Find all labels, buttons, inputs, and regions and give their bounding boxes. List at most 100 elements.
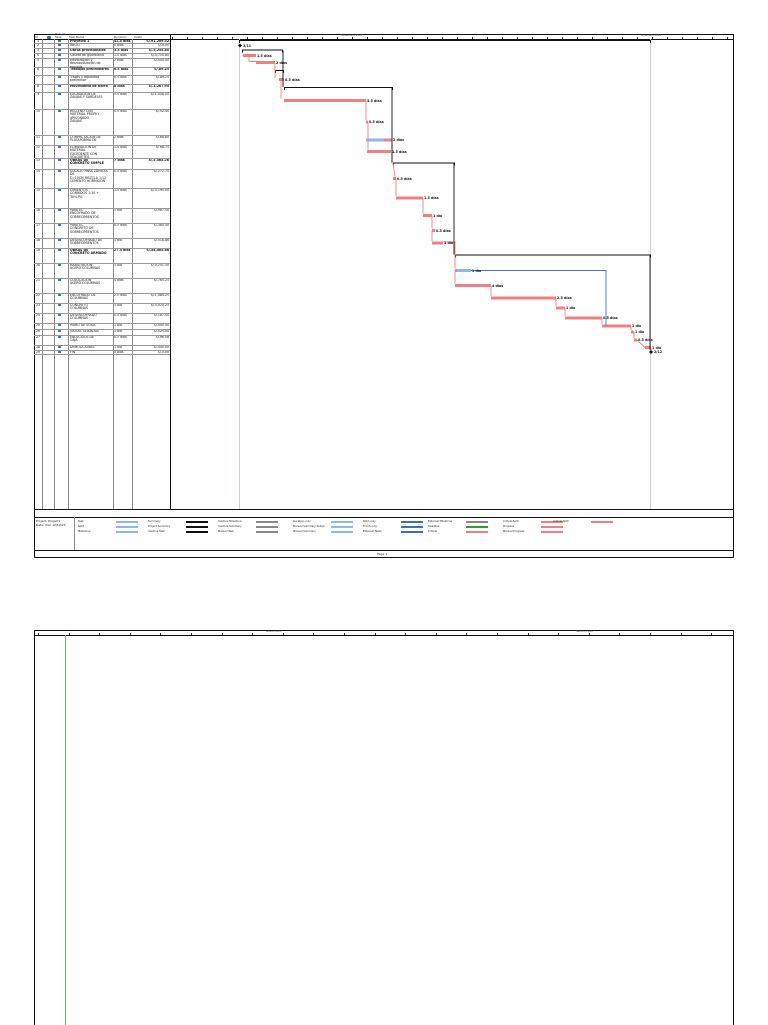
footer-date: Date: mar 12/12/23 (36, 523, 66, 527)
milestone-diamond (238, 44, 242, 48)
legend-swatch (331, 531, 353, 533)
timescale-major-label: enero 2019 (266, 630, 281, 633)
legend-item-label: Duration-only (293, 520, 311, 523)
project-finish-line (65, 635, 66, 1025)
timescale-tick (252, 633, 253, 635)
timescale-tick (130, 633, 131, 635)
legend-item-label: Inactive Summary (218, 525, 242, 528)
bar-label: 0.5 días (436, 229, 451, 233)
legend-swatch (401, 531, 423, 533)
timescale-tick (344, 633, 345, 635)
bar-label: 3/11 (243, 44, 251, 48)
legend-swatch (466, 531, 488, 533)
bar-label: 1 día (472, 269, 481, 273)
task-bar (366, 139, 384, 142)
bar-label: 0.5 días (369, 120, 384, 124)
gantt-page-1: Id Modo de Tarea Task Name Duración Cost… (34, 34, 734, 558)
legend-swatch (256, 531, 278, 533)
legend-item-label: Inactive Task (148, 530, 165, 533)
timescale-tick (313, 633, 314, 635)
legend-item-label: Manual Task (218, 530, 234, 533)
critical-task-bar (634, 339, 637, 342)
legend: Task Summary Inactive Milestone Duration-on… (78, 518, 728, 550)
legend-item-label: Critical (428, 530, 437, 533)
timescale-tick (69, 633, 70, 635)
legend-item-label: Project Summary (148, 525, 170, 528)
legend-item-label: Start-only (363, 520, 376, 523)
legend-swatch (466, 521, 488, 523)
summary-bar (393, 163, 455, 164)
task-bar (455, 269, 471, 272)
legend-item-label: Critical Split (553, 520, 569, 523)
bar-label: 0.5 días (603, 316, 618, 320)
legend-swatch (186, 531, 208, 533)
timescale-tick (528, 633, 529, 635)
bar-label: 2 días (276, 61, 287, 65)
legend-swatch (116, 531, 138, 533)
legend-item-label: External Tasks (363, 530, 382, 533)
critical-task-bar (384, 139, 392, 142)
timescale-tick (681, 633, 682, 635)
critical-task-bar (565, 317, 602, 320)
timescale-major-label: febrero 2019 (576, 630, 593, 633)
timescale-tick (283, 633, 284, 635)
summary-bar (242, 50, 283, 51)
timescale-tick (191, 633, 192, 635)
bar-label: 1 día (632, 324, 641, 328)
bar-label: 5.5 días (367, 99, 382, 103)
bar-label: 1 día (566, 306, 575, 310)
bar-label: 0.5 días (638, 338, 653, 342)
legend-item-label: Milestone (78, 530, 90, 533)
legend-swatch (401, 521, 423, 523)
critical-task-bar (423, 214, 432, 217)
bar-label: 1.5 días (257, 54, 272, 58)
timescale-tick (466, 633, 467, 635)
legend-swatch (331, 521, 353, 523)
timescale-tick (589, 633, 590, 635)
timescale-tick (99, 633, 100, 635)
critical-task-bar (367, 150, 391, 153)
timescale-tick (619, 633, 620, 635)
legend-swatch (541, 526, 563, 528)
bar-label: 0.5 días (397, 177, 412, 181)
summary-cap (284, 87, 285, 90)
summary-cap (239, 40, 240, 43)
legend-item-label: Deadline (428, 525, 440, 528)
timescale-tick (436, 633, 437, 635)
legend-swatch (256, 521, 278, 523)
legend-item-label: Manual Summary (293, 530, 316, 533)
timescale-tick (558, 633, 559, 635)
timescale-page-2: enero 2019 febrero 2019 (34, 630, 734, 635)
critical-task-bar (256, 61, 275, 64)
dependency-link (443, 242, 455, 269)
legend-swatch (116, 521, 138, 523)
legend-item-label: Manual Progress (503, 530, 524, 533)
legend-item-label: Summary (148, 520, 161, 523)
milestone-diamond (649, 350, 653, 354)
critical-task-bar (556, 307, 565, 310)
legend-swatch (401, 526, 423, 528)
summary-bar (284, 87, 393, 88)
legend-item-label: Split (78, 525, 84, 528)
critical-task-bar (284, 99, 366, 102)
legend-item-label: Inactive Milestone (218, 520, 242, 523)
timescale-tick (160, 633, 161, 635)
bar-label: 1 día (433, 214, 442, 218)
critical-task-bar (455, 284, 491, 287)
timescale-tick (711, 633, 712, 635)
timescale-tick (38, 633, 39, 635)
summary-cap (650, 40, 651, 43)
legend-item-label: Task (78, 520, 84, 523)
legend-swatch (186, 521, 208, 523)
timescale-tick (405, 633, 406, 635)
footer-project-info: Project: Project1 Date: mar 12/12/23 (36, 519, 66, 527)
gantt-page-2: enero 2019 febrero 2019 (34, 630, 734, 1025)
bar-label: 2 días (393, 138, 404, 142)
bar-label: 2/12 (654, 350, 662, 354)
legend-item-label: Progress (503, 525, 514, 528)
critical-task-bar (432, 229, 435, 232)
legend-swatch (256, 526, 278, 528)
critical-task-bar (432, 242, 443, 245)
legend-item-label: External Milestone (428, 520, 452, 523)
legend-item-label: Finish-only (363, 525, 377, 528)
